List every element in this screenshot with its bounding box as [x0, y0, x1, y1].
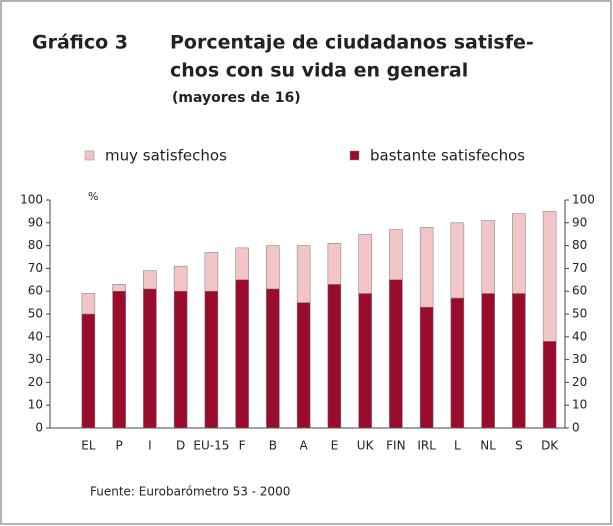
y-tick-label-right: 100	[572, 193, 595, 207]
y-tick-label-right: 70	[572, 261, 587, 275]
x-tick-label: UK	[357, 439, 375, 453]
legend-swatch	[84, 150, 95, 161]
bar	[296, 302, 311, 429]
bar	[296, 245, 311, 303]
x-tick-label: FIN	[386, 439, 405, 453]
legend-swatch	[349, 150, 360, 161]
y-tick-label: 50	[28, 307, 43, 321]
y-tick-label-right: 20	[572, 375, 587, 389]
bar	[81, 313, 96, 429]
y-tick-label-right: 0	[572, 421, 580, 435]
y-tick-label: 70	[28, 261, 43, 275]
y-tick-label-right: 50	[572, 307, 587, 321]
bar	[266, 245, 280, 290]
y-tick-label-right: 80	[572, 238, 587, 252]
bar	[542, 211, 557, 342]
bar	[235, 279, 249, 429]
legend-label: bastante satisfechos	[370, 147, 525, 165]
x-tick-label: B	[269, 439, 277, 453]
bar	[235, 247, 249, 281]
bar	[112, 284, 126, 292]
x-tick-label: E	[331, 439, 339, 453]
x-tick-label: F	[239, 439, 246, 453]
y-tick-label: 40	[28, 329, 43, 343]
x-tick-label: EL	[81, 439, 96, 453]
bar	[419, 306, 434, 429]
bar	[450, 222, 465, 299]
bar	[542, 341, 557, 429]
y-tick-label: 30	[28, 352, 43, 366]
y-tick-label: 0	[35, 421, 43, 435]
y-tick-label: 10	[28, 398, 43, 412]
bar	[327, 284, 342, 429]
y-tick-label-right: 90	[572, 215, 587, 229]
x-tick-label: D	[176, 439, 185, 453]
chart-title: chos con su vida en general	[170, 60, 468, 82]
y-unit: %	[88, 190, 98, 203]
y-tick-label-right: 10	[572, 398, 587, 412]
x-tick-label: IRL	[417, 439, 436, 453]
bar	[173, 290, 188, 429]
bar	[512, 213, 526, 294]
bar	[512, 293, 526, 429]
bar	[112, 290, 126, 429]
x-tick-label: S	[515, 439, 523, 453]
bar	[389, 229, 403, 281]
bar	[143, 288, 157, 429]
y-tick-label: 20	[28, 375, 43, 389]
bar	[450, 297, 465, 429]
bar	[481, 293, 495, 429]
x-tick-label: A	[300, 439, 309, 453]
y-tick-label-right: 40	[572, 329, 587, 343]
x-tick-label: I	[148, 439, 152, 453]
bar	[389, 279, 403, 429]
bar	[204, 252, 219, 292]
y-tick-label: 60	[28, 284, 43, 298]
x-tick-label: L	[454, 439, 461, 453]
bar	[173, 265, 188, 292]
bar	[204, 290, 219, 429]
source: Fuente: Eurobarómetro 53 - 2000	[90, 485, 290, 499]
y-tick-label: 100	[20, 193, 43, 207]
bar	[419, 227, 434, 308]
y-tick-label: 80	[28, 238, 43, 252]
legend-label: muy satisfechos	[105, 147, 227, 165]
x-tick-label: DK	[541, 439, 559, 453]
bar	[143, 270, 157, 290]
x-tick-label: P	[116, 439, 123, 453]
chart-title: Porcentaje de ciudadanos satisfe-	[170, 32, 534, 54]
chart-subtitle: (mayores de 16)	[172, 90, 301, 106]
x-tick-label: EU-15	[193, 439, 229, 453]
bar	[81, 293, 96, 315]
bar	[358, 233, 372, 294]
bar	[481, 220, 495, 294]
bar	[327, 243, 342, 285]
bar	[266, 288, 280, 429]
y-tick-label: 90	[28, 215, 43, 229]
bar	[358, 293, 372, 429]
title-label: Gráfico 3	[32, 32, 128, 54]
y-tick-label-right: 60	[572, 284, 587, 298]
x-tick-label: NL	[480, 439, 496, 453]
y-tick-label-right: 30	[572, 352, 587, 366]
